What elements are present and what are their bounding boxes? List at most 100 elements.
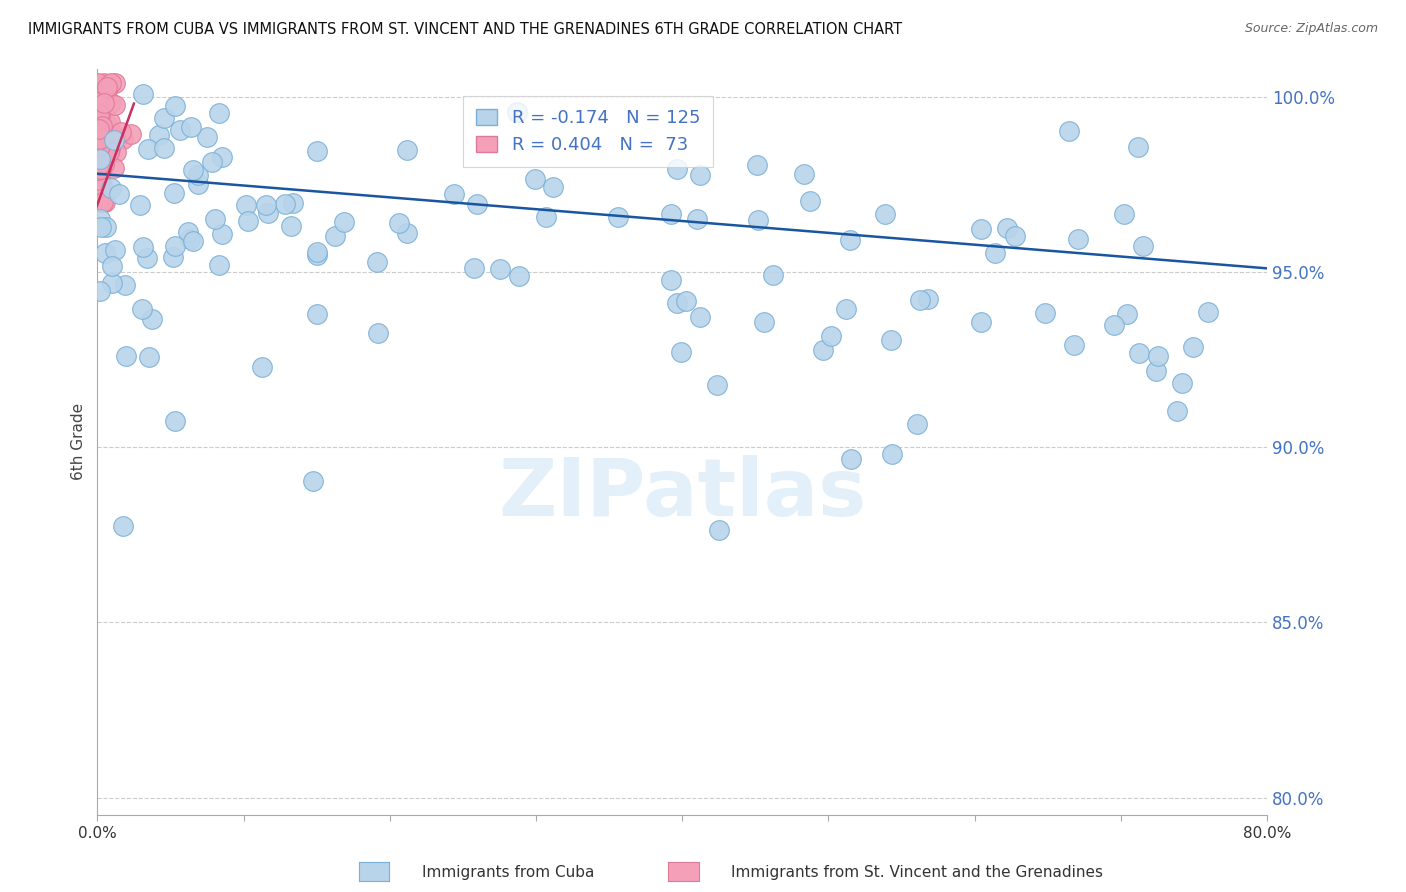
Point <box>367 326 389 341</box>
Point <box>90 162 112 177</box>
Point <box>132 87 155 101</box>
Point <box>91 86 114 100</box>
Point <box>89 179 111 194</box>
Point <box>762 268 785 282</box>
Point <box>108 186 131 201</box>
Point <box>1147 349 1170 363</box>
Point <box>87 178 110 192</box>
Point <box>1197 305 1219 319</box>
Point <box>89 285 111 299</box>
Point <box>879 333 901 347</box>
Point <box>793 167 815 181</box>
Point <box>98 145 121 160</box>
Point <box>873 207 896 221</box>
Point <box>305 245 328 260</box>
Point <box>665 295 688 310</box>
Point <box>100 142 122 156</box>
Point <box>204 212 226 227</box>
Point <box>747 213 769 227</box>
Point <box>1114 207 1136 221</box>
Point <box>93 138 115 153</box>
Point <box>1128 140 1150 154</box>
Point <box>93 76 115 90</box>
Point <box>274 197 297 211</box>
Point <box>87 125 110 139</box>
Point <box>1171 376 1194 390</box>
Point <box>131 301 153 316</box>
Point <box>89 159 111 173</box>
Point <box>706 378 728 392</box>
Point <box>103 134 125 148</box>
Point <box>333 215 356 229</box>
Point <box>93 246 115 260</box>
Point <box>87 162 110 177</box>
Point <box>89 194 111 209</box>
Point <box>1128 345 1150 359</box>
Point <box>169 123 191 137</box>
Point <box>280 219 302 233</box>
Point <box>87 90 110 104</box>
Point <box>835 301 858 316</box>
Point <box>305 248 328 262</box>
Point <box>162 251 184 265</box>
Point <box>1033 306 1056 320</box>
Point <box>97 119 120 133</box>
Point <box>1144 364 1167 378</box>
Point <box>90 194 112 209</box>
Point <box>93 157 115 171</box>
Point <box>89 212 111 227</box>
Y-axis label: 6th Grade: 6th Grade <box>72 403 86 481</box>
Point <box>813 343 835 357</box>
Point <box>89 107 111 121</box>
Point <box>208 258 231 272</box>
Point <box>89 152 111 166</box>
Point <box>135 251 157 265</box>
Point <box>882 447 904 461</box>
Point <box>91 178 114 193</box>
Point <box>152 140 174 154</box>
Point <box>1181 341 1204 355</box>
Text: Source: ZipAtlas.com: Source: ZipAtlas.com <box>1244 22 1378 36</box>
Point <box>91 119 114 133</box>
Point <box>110 125 132 139</box>
Point <box>96 79 118 94</box>
Text: Immigrants from St. Vincent and the Grenadines: Immigrants from St. Vincent and the Gren… <box>731 865 1104 880</box>
Point <box>163 99 186 113</box>
Point <box>87 76 110 90</box>
Point <box>187 169 209 183</box>
Point <box>86 92 108 106</box>
Point <box>87 161 110 175</box>
Point <box>87 145 110 159</box>
Point <box>90 163 112 178</box>
Point <box>90 115 112 129</box>
Point <box>675 293 697 308</box>
Point <box>91 132 114 146</box>
Point <box>254 198 277 212</box>
Point <box>523 171 546 186</box>
Point <box>302 474 325 488</box>
Point <box>94 149 117 163</box>
Point <box>86 89 108 103</box>
Point <box>87 133 110 147</box>
Point <box>970 315 993 329</box>
Point <box>257 206 280 220</box>
Point <box>839 452 862 467</box>
Point <box>323 228 346 243</box>
Point <box>89 110 111 124</box>
Point <box>211 227 233 241</box>
Point <box>508 268 530 283</box>
Point <box>1004 228 1026 243</box>
Point <box>388 216 411 230</box>
Point <box>87 97 110 112</box>
Point <box>87 97 110 112</box>
Point <box>534 211 557 225</box>
Point <box>163 239 186 253</box>
Point <box>211 150 233 164</box>
Point <box>506 105 529 120</box>
Point <box>236 214 259 228</box>
Point <box>120 127 142 141</box>
Point <box>970 222 993 236</box>
Point <box>91 119 114 133</box>
Point <box>86 95 108 109</box>
Point <box>195 129 218 144</box>
